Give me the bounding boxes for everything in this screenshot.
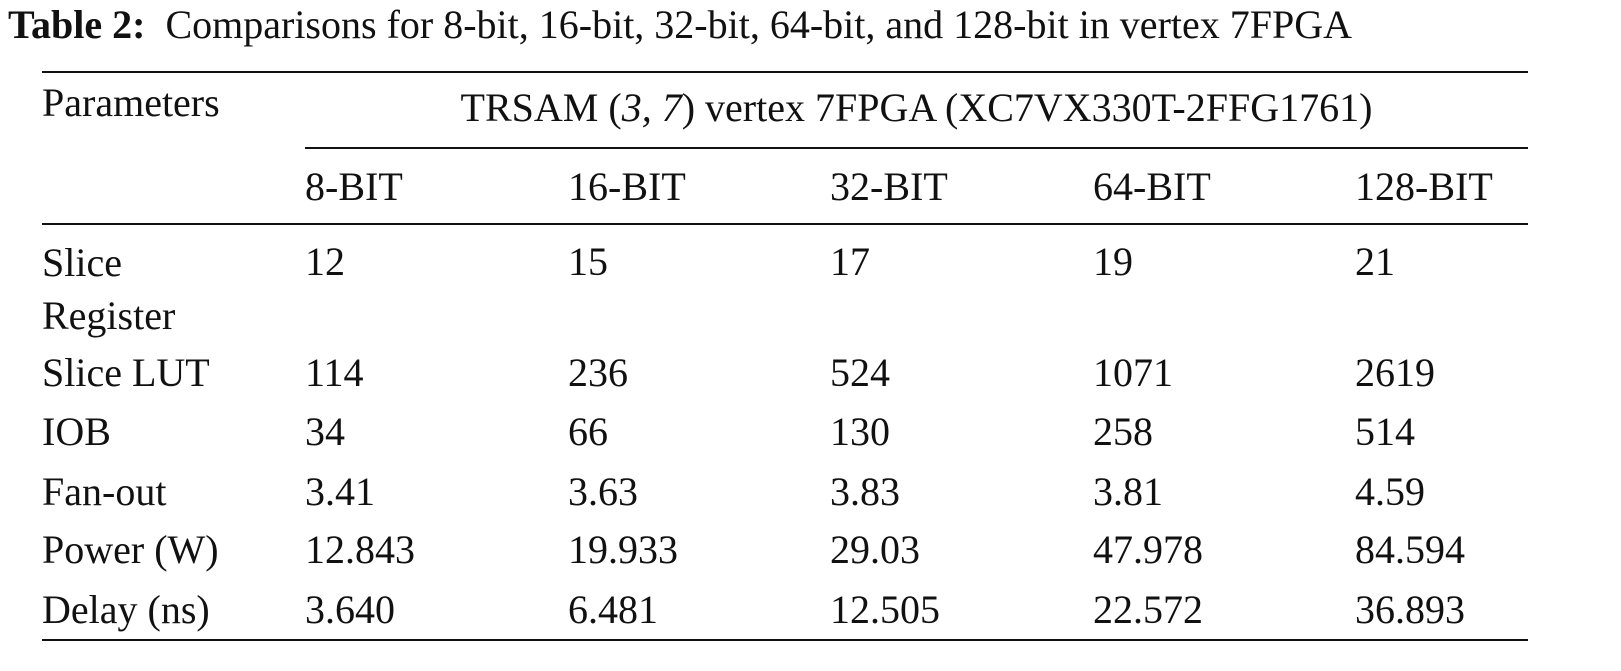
- corner-header: Parameters: [42, 80, 220, 125]
- cell: 114: [305, 350, 364, 395]
- column-header: 32-BIT: [830, 164, 948, 209]
- cell: 1071: [1093, 350, 1173, 395]
- cell: 3.640: [305, 587, 395, 632]
- cell: 29.03: [830, 527, 920, 572]
- cell: 258: [1093, 409, 1153, 454]
- cell: 3.63: [568, 469, 638, 514]
- group-header: TRSAM (3, 7) vertex 7FPGA (XC7VX330T-2FF…: [305, 86, 1528, 130]
- row-label: IOB: [42, 409, 111, 454]
- bottom-rule: [42, 639, 1528, 641]
- group-rule: [305, 147, 1528, 149]
- row-label: Delay (ns): [42, 587, 210, 632]
- cell: 19.933: [568, 527, 678, 572]
- column-header: 64-BIT: [1093, 164, 1211, 209]
- column-header: 16-BIT: [568, 164, 686, 209]
- group-header-text: TRSAM (: [460, 85, 622, 130]
- cell: 524: [830, 350, 890, 395]
- cell: 3.81: [1093, 469, 1163, 514]
- cell: 84.594: [1355, 527, 1465, 572]
- cell: 47.978: [1093, 527, 1203, 572]
- cell: 34: [305, 409, 345, 454]
- cell: 21: [1355, 239, 1395, 284]
- cell: 236: [568, 350, 628, 395]
- header-rule: [42, 223, 1528, 225]
- cell: 12: [305, 239, 345, 284]
- cell: 12.505: [830, 587, 940, 632]
- cell: 36.893: [1355, 587, 1465, 632]
- cell: 19: [1093, 239, 1133, 284]
- cell: 12.843: [305, 527, 415, 572]
- row-label: Slice Register: [42, 240, 176, 338]
- cell: 130: [830, 409, 890, 454]
- cell: 3.41: [305, 469, 375, 514]
- group-header-text: ) vertex 7FPGA (XC7VX330T-2FFG1761): [681, 85, 1373, 130]
- cell: 66: [568, 409, 608, 454]
- caption-text: Comparisons for 8-bit, 16-bit, 32-bit, 6…: [165, 2, 1353, 47]
- cell: 15: [568, 239, 608, 284]
- cell: 514: [1355, 409, 1415, 454]
- cell: 17: [830, 239, 870, 284]
- row-label: Power (W): [42, 527, 219, 572]
- group-header-italic: 3, 7: [621, 85, 682, 130]
- row-label: Slice LUT: [42, 350, 210, 395]
- cell: 2619: [1355, 350, 1435, 395]
- column-header: 128-BIT: [1355, 164, 1493, 209]
- cell: 3.83: [830, 469, 900, 514]
- top-rule: [42, 71, 1528, 73]
- caption: Table 2: Comparisons for 8-bit, 16-bit, …: [8, 3, 1352, 47]
- cell: 22.572: [1093, 587, 1203, 632]
- caption-label: Table 2:: [8, 2, 146, 47]
- row-label: Fan-out: [42, 469, 167, 514]
- column-header: 8-BIT: [305, 164, 403, 209]
- cell: 4.59: [1355, 469, 1425, 514]
- cell: 6.481: [568, 587, 658, 632]
